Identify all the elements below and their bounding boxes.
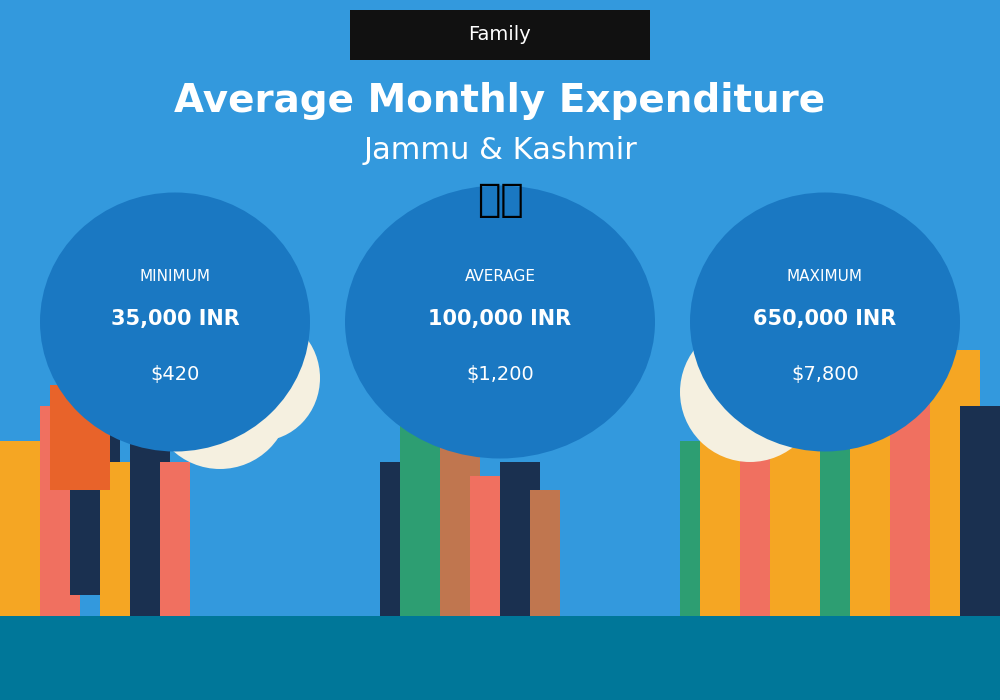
Bar bbox=[380, 462, 420, 616]
Text: $7,800: $7,800 bbox=[791, 365, 859, 384]
Bar bbox=[400, 406, 450, 616]
Bar bbox=[100, 462, 130, 616]
Bar bbox=[770, 322, 830, 616]
Text: AVERAGE: AVERAGE bbox=[464, 269, 536, 284]
Text: MAXIMUM: MAXIMUM bbox=[787, 269, 863, 284]
Bar bbox=[500, 462, 540, 616]
Text: $1,200: $1,200 bbox=[466, 365, 534, 384]
Bar bbox=[890, 371, 930, 616]
Bar bbox=[440, 441, 480, 616]
Bar bbox=[0, 441, 40, 616]
Text: 🇮🇳: 🇮🇳 bbox=[477, 181, 523, 218]
Ellipse shape bbox=[345, 186, 655, 458]
Text: MINIMUM: MINIMUM bbox=[140, 269, 210, 284]
Ellipse shape bbox=[200, 315, 320, 441]
Text: Jammu & Kashmir: Jammu & Kashmir bbox=[363, 136, 637, 165]
FancyBboxPatch shape bbox=[350, 10, 650, 60]
Bar bbox=[20, 476, 50, 616]
Ellipse shape bbox=[680, 322, 820, 462]
Bar bbox=[740, 350, 780, 616]
Ellipse shape bbox=[150, 329, 290, 469]
Bar bbox=[50, 385, 110, 490]
Ellipse shape bbox=[40, 193, 310, 452]
Bar bbox=[850, 336, 900, 616]
Bar bbox=[960, 406, 1000, 616]
Text: 35,000 INR: 35,000 INR bbox=[111, 309, 239, 328]
Bar bbox=[160, 462, 190, 616]
Text: $420: $420 bbox=[150, 365, 200, 384]
Bar bbox=[0, 616, 1000, 700]
Bar bbox=[470, 476, 510, 616]
Bar bbox=[820, 371, 860, 616]
Bar bbox=[700, 392, 750, 616]
Bar bbox=[930, 350, 980, 616]
Bar bbox=[530, 490, 560, 616]
Text: Average Monthly Expenditure: Average Monthly Expenditure bbox=[174, 83, 826, 120]
Bar bbox=[680, 441, 710, 616]
Bar bbox=[40, 406, 80, 616]
Text: 100,000 INR: 100,000 INR bbox=[428, 309, 572, 328]
Text: 650,000 INR: 650,000 INR bbox=[753, 309, 897, 328]
Ellipse shape bbox=[690, 193, 960, 452]
Text: Family: Family bbox=[469, 25, 531, 45]
Bar bbox=[130, 371, 170, 616]
Ellipse shape bbox=[730, 308, 850, 434]
Bar bbox=[70, 399, 120, 595]
